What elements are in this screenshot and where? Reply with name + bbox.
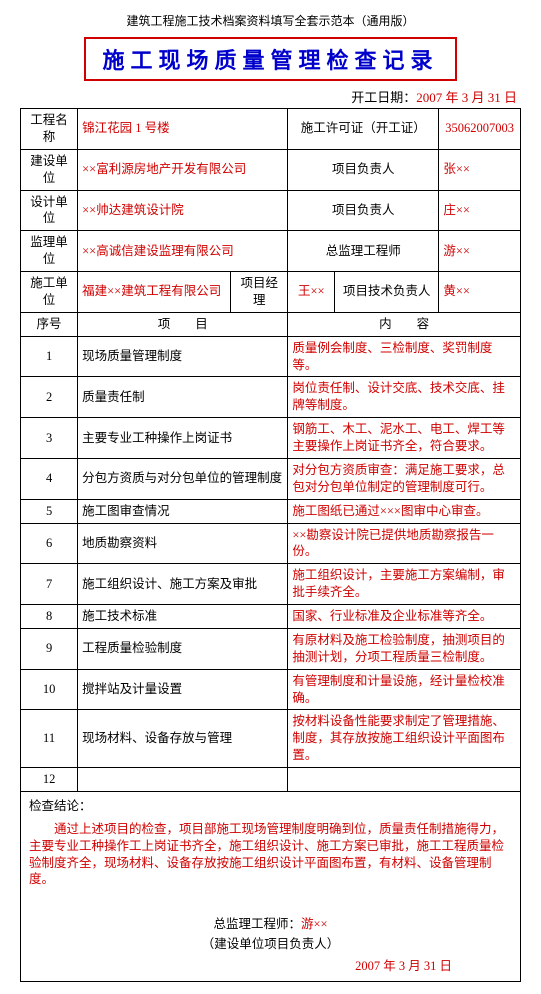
row-content: ××勘察设计院已提供地质勘察报告一份。 bbox=[288, 523, 521, 564]
table-row: 9工程质量检验制度有原材料及施工检验制度，抽测项目的抽测计划，分项工程质量三检制… bbox=[21, 628, 521, 669]
hdr-content: 内 容 bbox=[288, 312, 521, 336]
super-resp-lbl: 总监理工程师 bbox=[288, 231, 439, 272]
hdr-seq: 序号 bbox=[21, 312, 78, 336]
row-item: 现场质量管理制度 bbox=[78, 336, 288, 377]
proj-name-val: 锦江花园 1 号楼 bbox=[78, 109, 288, 150]
proj-name-lbl: 工程名称 bbox=[21, 109, 78, 150]
row-item: 施工图审查情况 bbox=[78, 499, 288, 523]
table-row: 4分包方资质与对分包单位的管理制度对分包方资质审查：满足施工要求，总包对分包单位… bbox=[21, 458, 521, 499]
design-resp-val: 庄×× bbox=[439, 190, 521, 231]
start-date: 开工日期：2007 年 3 月 31 日 bbox=[20, 87, 521, 106]
table-row: 5施工图审查情况施工图纸已通过×××图审中心审查。 bbox=[21, 499, 521, 523]
row-seq: 2 bbox=[21, 377, 78, 418]
row-content: 钢筋工、木工、泥水工、电工、焊工等主要操作上岗证书齐全，符合要求。 bbox=[288, 418, 521, 459]
row-item: 主要专业工种操作上岗证书 bbox=[78, 418, 288, 459]
sign-date: 2007 年 3 月 31 日 bbox=[29, 958, 512, 975]
table-row: 10搅拌站及计量设置有管理制度和计量设施，经计量检校准确。 bbox=[21, 669, 521, 710]
conclusion-cell: 检查结论： 通过上述项目的检查，项目部施工现场管理制度明确到位，质量责任制措施得… bbox=[21, 791, 521, 981]
row-content bbox=[288, 768, 521, 792]
header-row: 序号 项 目 内 容 bbox=[21, 312, 521, 336]
table-row: 3主要专业工种操作上岗证书钢筋工、木工、泥水工、电工、焊工等主要操作上岗证书齐全… bbox=[21, 418, 521, 459]
design-unit-lbl: 设计单位 bbox=[21, 190, 78, 231]
row-content: 施工组织设计，主要施工方案编制，审批手续齐全。 bbox=[288, 564, 521, 605]
permit-lbl: 施工许可证（开工证） bbox=[288, 109, 439, 150]
start-date-value: 2007 年 3 月 31 日 bbox=[416, 90, 517, 105]
row-content: 有管理制度和计量设施，经计量检校准确。 bbox=[288, 669, 521, 710]
pm-val: 王×× bbox=[288, 272, 335, 313]
row-item: 工程质量检验制度 bbox=[78, 628, 288, 669]
super-unit-val: ××高诚信建设监理有限公司 bbox=[78, 231, 288, 272]
row-item: 质量责任制 bbox=[78, 377, 288, 418]
page-title: 施工现场质量管理检查记录 bbox=[84, 37, 456, 81]
row-item: 分包方资质与对分包单位的管理制度 bbox=[78, 458, 288, 499]
build-unit-val: ××富利源房地产开发有限公司 bbox=[78, 149, 288, 190]
super-unit-lbl: 监理单位 bbox=[21, 231, 78, 272]
row-seq: 6 bbox=[21, 523, 78, 564]
table-row: 11现场材料、设备存放与管理按材料设备性能要求制定了管理措施、制度，其存放按施工… bbox=[21, 710, 521, 768]
sign-block: 总监理工程师：游×× （建设单位项目负责人） bbox=[29, 914, 512, 954]
build-resp-val: 张×× bbox=[439, 149, 521, 190]
hdr-item: 项 目 bbox=[78, 312, 288, 336]
table-row: 2质量责任制岗位责任制、设计交底、技术交底、挂牌等制度。 bbox=[21, 377, 521, 418]
row-seq: 7 bbox=[21, 564, 78, 605]
row-content: 国家、行业标准及企业标准等齐全。 bbox=[288, 605, 521, 629]
row-item: 现场材料、设备存放与管理 bbox=[78, 710, 288, 768]
row-seq: 5 bbox=[21, 499, 78, 523]
sign-owner: （建设单位项目负责人） bbox=[29, 934, 512, 954]
row-seq: 10 bbox=[21, 669, 78, 710]
top-header: 建筑工程施工技术档案资料填写全套示范本（通用版） bbox=[20, 12, 521, 29]
permit-val: 35062007003 bbox=[439, 109, 521, 150]
conclusion-body: 通过上述项目的检查，项目部施工现场管理制度明确到位，质量责任制措施得力，主要专业… bbox=[29, 821, 512, 889]
info-row-super: 监理单位 ××高诚信建设监理有限公司 总监理工程师 游×× bbox=[21, 231, 521, 272]
build-unit-lbl: 建设单位 bbox=[21, 149, 78, 190]
row-item: 搅拌站及计量设置 bbox=[78, 669, 288, 710]
design-resp-lbl: 项目负责人 bbox=[288, 190, 439, 231]
row-seq: 8 bbox=[21, 605, 78, 629]
row-seq: 9 bbox=[21, 628, 78, 669]
row-seq: 12 bbox=[21, 768, 78, 792]
cons-unit-lbl: 施工单位 bbox=[21, 272, 78, 313]
pm-lbl: 项目经理 bbox=[231, 272, 288, 313]
start-date-label: 开工日期： bbox=[351, 90, 416, 105]
build-resp-lbl: 项目负责人 bbox=[288, 149, 439, 190]
table-row: 12 bbox=[21, 768, 521, 792]
conclusion-label: 检查结论： bbox=[29, 798, 512, 815]
row-seq: 11 bbox=[21, 710, 78, 768]
main-table: 工程名称 锦江花园 1 号楼 施工许可证（开工证） 35062007003 建设… bbox=[20, 108, 521, 982]
row-content: 岗位责任制、设计交底、技术交底、挂牌等制度。 bbox=[288, 377, 521, 418]
info-row-design: 设计单位 ××帅达建筑设计院 项目负责人 庄×× bbox=[21, 190, 521, 231]
row-item: 施工组织设计、施工方案及审批 bbox=[78, 564, 288, 605]
row-item: 地质勘察资料 bbox=[78, 523, 288, 564]
sign-chief-lbl: 总监理工程师： bbox=[213, 917, 301, 931]
info-row-proj: 工程名称 锦江花园 1 号楼 施工许可证（开工证） 35062007003 bbox=[21, 109, 521, 150]
row-content: 质量例会制度、三检制度、奖罚制度等。 bbox=[288, 336, 521, 377]
info-row-build: 建设单位 ××富利源房地产开发有限公司 项目负责人 张×× bbox=[21, 149, 521, 190]
super-resp-val: 游×× bbox=[439, 231, 521, 272]
row-seq: 3 bbox=[21, 418, 78, 459]
row-content: 有原材料及施工检验制度，抽测项目的抽测计划，分项工程质量三检制度。 bbox=[288, 628, 521, 669]
row-seq: 4 bbox=[21, 458, 78, 499]
row-item bbox=[78, 768, 288, 792]
table-row: 1现场质量管理制度质量例会制度、三检制度、奖罚制度等。 bbox=[21, 336, 521, 377]
tech-resp-lbl: 项目技术负责人 bbox=[335, 272, 439, 313]
table-row: 6地质勘察资料××勘察设计院已提供地质勘察报告一份。 bbox=[21, 523, 521, 564]
row-content: 按材料设备性能要求制定了管理措施、制度，其存放按施工组织设计平面图布置。 bbox=[288, 710, 521, 768]
info-row-cons: 施工单位 福建××建筑工程有限公司 项目经理 王×× 项目技术负责人 黄×× bbox=[21, 272, 521, 313]
conclusion-row: 检查结论： 通过上述项目的检查，项目部施工现场管理制度明确到位，质量责任制措施得… bbox=[21, 791, 521, 981]
design-unit-val: ××帅达建筑设计院 bbox=[78, 190, 288, 231]
title-wrap: 施工现场质量管理检查记录 bbox=[20, 37, 521, 81]
table-row: 7施工组织设计、施工方案及审批施工组织设计，主要施工方案编制，审批手续齐全。 bbox=[21, 564, 521, 605]
cons-unit-val: 福建××建筑工程有限公司 bbox=[78, 272, 231, 313]
row-content: 施工图纸已通过×××图审中心审查。 bbox=[288, 499, 521, 523]
row-content: 对分包方资质审查：满足施工要求，总包对分包单位制定的管理制度可行。 bbox=[288, 458, 521, 499]
sign-chief-val: 游×× bbox=[301, 917, 328, 931]
tech-resp-val: 黄×× bbox=[439, 272, 521, 313]
row-seq: 1 bbox=[21, 336, 78, 377]
table-row: 8施工技术标准国家、行业标准及企业标准等齐全。 bbox=[21, 605, 521, 629]
row-item: 施工技术标准 bbox=[78, 605, 288, 629]
